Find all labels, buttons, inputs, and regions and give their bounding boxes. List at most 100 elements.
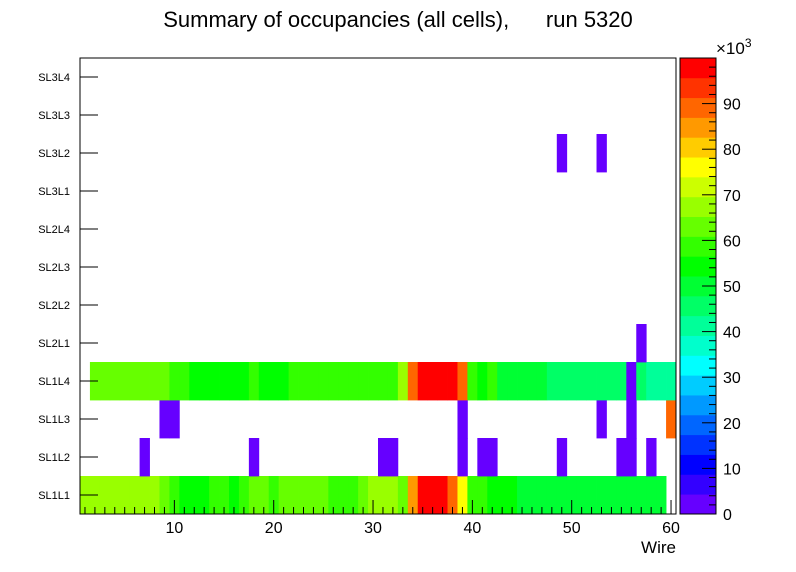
palette-swatch xyxy=(680,117,716,138)
plot-frame xyxy=(79,57,677,515)
heatmap-cell xyxy=(527,362,538,401)
x-tick-label: 10 xyxy=(165,520,183,537)
heatmap-cell xyxy=(139,438,150,477)
heatmap-cell xyxy=(99,362,111,401)
palette-swatch xyxy=(680,196,716,218)
heatmap-cell xyxy=(149,362,160,401)
heatmap-cell xyxy=(258,476,270,515)
heatmap-cell xyxy=(447,476,458,515)
heatmap-cell xyxy=(556,438,568,477)
y-tick-label: SL2L4 xyxy=(38,224,70,236)
heatmap-cell xyxy=(159,400,170,439)
heatmap-cell xyxy=(348,362,359,401)
palette-swatch xyxy=(680,216,716,237)
heatmap-cell xyxy=(507,476,518,515)
heatmap-cell xyxy=(626,362,637,401)
heatmap-cell xyxy=(616,438,627,477)
heatmap-cell xyxy=(278,362,289,401)
heatmap-cell xyxy=(179,362,190,401)
palette-swatch xyxy=(680,414,716,436)
heatmap-cell xyxy=(536,362,548,401)
heatmap-cell xyxy=(646,438,657,477)
z-axis-multiplier-base: ×10 xyxy=(716,39,745,58)
heatmap-cell xyxy=(338,476,349,515)
heatmap-cell xyxy=(556,134,568,173)
heatmap-cell xyxy=(298,362,309,401)
heatmap-cell xyxy=(169,400,180,439)
z-axis-multiplier: ×103 xyxy=(716,36,752,58)
x-tick-label: 20 xyxy=(265,520,283,537)
y-tick-label: SL1L3 xyxy=(38,414,70,426)
heatmap-cell xyxy=(368,476,379,515)
palette-swatch xyxy=(680,494,716,515)
heatmap-cell xyxy=(248,476,260,515)
heatmap-cell xyxy=(427,362,438,401)
palette-swatch xyxy=(680,454,716,475)
heatmap-cell xyxy=(209,362,220,401)
heatmap-cell xyxy=(268,362,280,401)
heatmap-cell xyxy=(487,438,498,477)
heatmap-cell xyxy=(397,476,409,515)
heatmap-cell xyxy=(566,362,578,401)
heatmap-cell xyxy=(378,438,389,477)
heatmap-cell xyxy=(616,476,627,515)
heatmap-cell xyxy=(338,362,349,401)
palette-swatch xyxy=(680,355,716,376)
heatmap-cell xyxy=(556,476,568,515)
heatmap-cell xyxy=(497,476,508,515)
heatmap-cell xyxy=(427,476,438,515)
heatmap-cell xyxy=(407,476,419,515)
heatmap-cell xyxy=(596,476,607,515)
heatmap-cell xyxy=(596,362,607,401)
heatmap-cells xyxy=(80,134,677,515)
heatmap-cell xyxy=(278,476,289,515)
heatmap-cell xyxy=(576,476,587,515)
y-tick-label: SL1L1 xyxy=(38,490,70,502)
heatmap-cell xyxy=(397,362,409,401)
heatmap-cell xyxy=(229,362,240,401)
heatmap-cell xyxy=(149,476,160,515)
y-tick-label: SL3L4 xyxy=(38,72,70,84)
heatmap-cell xyxy=(387,438,399,477)
heatmap-cell xyxy=(437,362,448,401)
heatmap-cell xyxy=(378,362,389,401)
x-tick-label: 60 xyxy=(662,520,680,537)
z-tick-label: 40 xyxy=(723,325,741,342)
z-tick-label: 30 xyxy=(723,370,741,387)
palette-swatch xyxy=(680,97,716,118)
z-tick-label: 80 xyxy=(723,142,741,159)
chart-title: Summary of occupancies (all cells), run … xyxy=(163,7,633,32)
heatmap-cell xyxy=(328,476,339,515)
heatmap-cell xyxy=(457,362,468,401)
palette-swatch xyxy=(680,256,716,277)
y-axis: SL1L1 SL1L2 SL1L3 SL1L4 SL2L1 SL2L2 SL2L3 SL2L4… xyxy=(38,72,98,502)
heatmap-cell xyxy=(179,476,190,515)
x-tick-label: 40 xyxy=(463,520,481,537)
heatmap-cell xyxy=(298,476,309,515)
heatmap-cell xyxy=(109,362,121,401)
heatmap-cell xyxy=(477,476,488,515)
z-tick-label: 0 xyxy=(723,507,732,524)
heatmap-cell xyxy=(586,362,597,401)
heatmap-cell xyxy=(368,362,379,401)
heatmap-cell xyxy=(318,476,329,515)
heatmap-cell xyxy=(219,476,230,515)
heatmap-cell xyxy=(666,362,677,401)
heatmap-cell xyxy=(169,362,180,401)
palette-swatch xyxy=(680,58,716,79)
heatmap-cell xyxy=(378,476,389,515)
heatmap-cell xyxy=(517,476,528,515)
heatmap-cell xyxy=(308,362,319,401)
heatmap-cell xyxy=(417,362,429,401)
y-tick-label: SL3L3 xyxy=(38,110,70,122)
heatmap-cell xyxy=(358,476,369,515)
heatmap-cell xyxy=(636,362,647,401)
z-tick-label: 10 xyxy=(723,461,741,478)
palette-swatch xyxy=(680,474,716,495)
z-tick-label: 50 xyxy=(723,279,741,296)
heatmap-cell xyxy=(616,362,627,401)
palette-swatch xyxy=(680,434,716,455)
x-tick-label: 30 xyxy=(364,520,382,537)
palette-swatch xyxy=(680,375,716,396)
heatmap-cell xyxy=(467,476,478,515)
